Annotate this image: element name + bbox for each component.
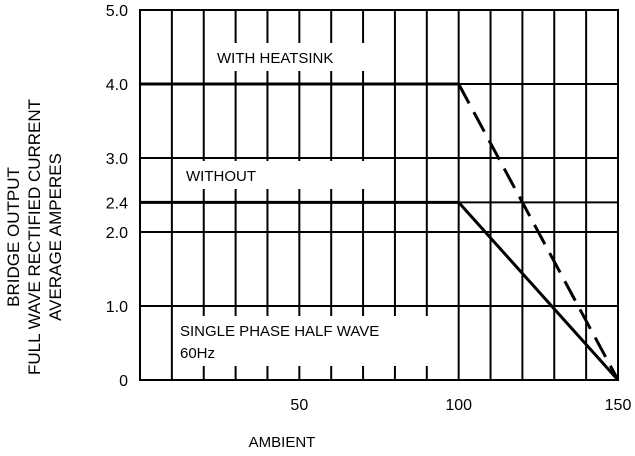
series-line-with-heatsink-derate: [457, 83, 620, 381]
annotation-line-1: SINGLE PHASE HALF WAVE: [180, 323, 379, 340]
series-label-with-heatsink: WITH HEATSINK: [217, 50, 333, 67]
series-label-without: WITHOUT: [186, 168, 256, 185]
y-tick-label: 2.0: [106, 225, 128, 242]
y-tick-label: 1.0: [106, 299, 128, 316]
x-tick-label: 150: [605, 397, 632, 414]
y-axis-title-line-1: BRIDGE OUTPUT: [4, 167, 23, 307]
y-axis-title-line-3: AVERAGE AMPERES: [46, 153, 65, 321]
annotation-line-2: 60Hz: [180, 345, 215, 362]
x-tick-label: 50: [290, 397, 308, 414]
plot-frame: [139, 9, 619, 381]
y-tick-label: 3.0: [106, 151, 128, 168]
series-lines: [140, 82, 620, 382]
y-tick-label: 4.0: [106, 77, 128, 94]
label-mask: [210, 43, 375, 71]
x-axis-title: AMBIENT: [249, 434, 316, 451]
y-tick-label: 5.0: [106, 3, 128, 20]
labels: WITH HEATSINK WITHOUT SINGLE PHASE HALF …: [4, 50, 379, 451]
x-tick-label: 100: [445, 397, 472, 414]
tick-labels: 0 1.0 2.0 2.4 3.0 4.0 5.0 50 100 150: [106, 3, 632, 414]
y-tick-label: 2.4: [106, 195, 128, 212]
y-tick-label: 0: [119, 373, 128, 390]
label-mask: [174, 316, 440, 366]
label-mask: [180, 161, 380, 189]
y-axis-title-line-2: FULL WAVE RECTIFIED CURRENT: [25, 99, 44, 375]
series-line-without: [140, 200, 620, 382]
